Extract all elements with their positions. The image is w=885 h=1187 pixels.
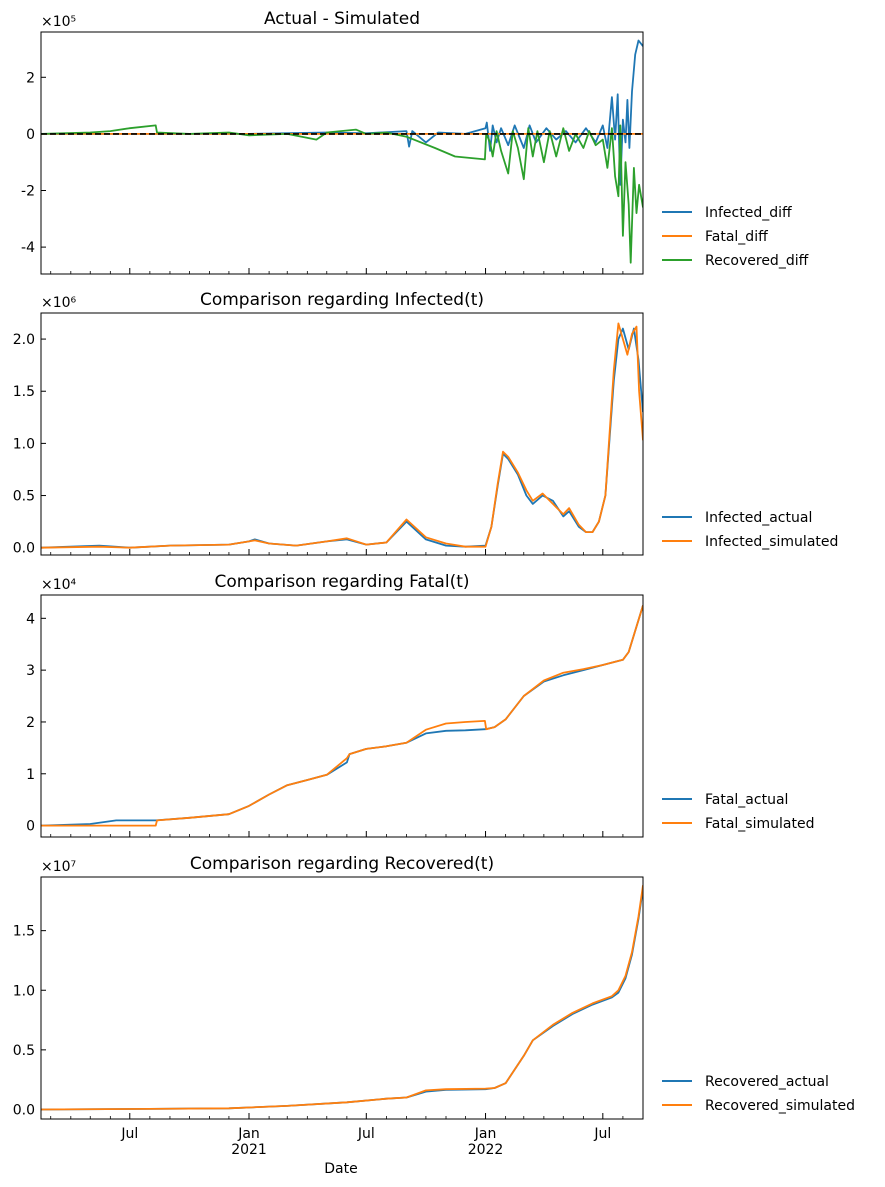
panel-title: Actual - Simulated xyxy=(264,9,420,29)
axes-frame xyxy=(40,876,644,1120)
y-tick-label: 2 xyxy=(26,715,35,731)
axes-frame xyxy=(40,594,644,838)
axes-frame xyxy=(40,31,644,275)
y-tick-label: 1.0 xyxy=(13,436,35,452)
legend-label: Fatal_actual xyxy=(705,792,788,808)
series-lines xyxy=(41,605,643,827)
legend-label: Recovered_simulated xyxy=(705,1098,855,1114)
y-tick-label: 1 xyxy=(26,767,35,783)
x-tick-label: Jan xyxy=(237,1126,260,1142)
legend-label: Recovered_diff xyxy=(705,253,809,269)
y-tick-label: 4 xyxy=(26,611,35,627)
y-multiplier-label: ×10⁷ xyxy=(41,859,76,875)
legend-label: Fatal_diff xyxy=(705,229,768,245)
series-line-infected-diff xyxy=(41,39,643,186)
y-multiplier-label: ×10⁴ xyxy=(41,577,77,593)
legend-label: Recovered_actual xyxy=(705,1074,829,1090)
x-tick-label: 2022 xyxy=(468,1142,504,1158)
y-tick-label: -4 xyxy=(21,240,35,256)
chart-panel-3: Comparison regarding Fatal(t) ×10⁴ 0 1 2 3 4 Fa… xyxy=(26,572,814,838)
series-line-fatal-actual xyxy=(41,605,643,827)
chart-panel-4: Comparison regarding Recovered(t) ×10⁷ 0.0… xyxy=(13,854,855,1158)
y-tick-label: 0.5 xyxy=(13,489,35,505)
y-tick-label: -2 xyxy=(21,184,35,200)
series-line-recovered-diff xyxy=(41,124,643,264)
legend-label: Fatal_simulated xyxy=(705,816,814,832)
x-axis-label: Date xyxy=(324,1161,357,1177)
series-lines xyxy=(41,39,643,264)
y-tick-label: 0.0 xyxy=(13,1102,35,1118)
panel-title: Comparison regarding Recovered(t) xyxy=(190,854,494,874)
series-lines xyxy=(41,322,643,549)
panel-title: Comparison regarding Infected(t) xyxy=(200,290,484,310)
y-tick-label: 1.0 xyxy=(13,983,35,999)
series-line-recovered-actual xyxy=(41,888,643,1111)
series-line-infected-simulated xyxy=(41,322,643,549)
x-tick-label: 2021 xyxy=(231,1142,267,1158)
chart-panels: Actual - Simulated ×10⁵ -4 -2 0 2 Infected_dif… xyxy=(13,9,855,1158)
x-tick-label: Jul xyxy=(593,1126,611,1142)
legend: Infected_actual Infected_simulated xyxy=(662,510,838,550)
legend: Recovered_actual Recovered_simulated xyxy=(662,1074,855,1114)
legend-label: Infected_diff xyxy=(705,205,792,221)
legend: Fatal_actual Fatal_simulated xyxy=(662,792,814,832)
chart-panel-2: Comparison regarding Infected(t) ×10⁶ 0.0 0… xyxy=(13,290,839,557)
y-tick-label: 3 xyxy=(26,663,35,679)
y-tick-label: 0 xyxy=(26,819,35,835)
axes-frame xyxy=(40,312,644,556)
series-line-infected-actual xyxy=(41,327,643,549)
y-tick-label: 2 xyxy=(26,70,35,86)
series-line-fatal-simulated xyxy=(41,605,643,827)
series-lines xyxy=(41,885,643,1111)
x-tick-label: Jul xyxy=(120,1126,138,1142)
y-tick-label: 1.5 xyxy=(13,384,35,400)
y-multiplier-label: ×10⁵ xyxy=(41,14,76,30)
y-tick-label: 2.0 xyxy=(13,332,35,348)
x-tick-label: Jul xyxy=(357,1126,375,1142)
y-tick-label: 0 xyxy=(26,127,35,143)
panel-title: Comparison regarding Fatal(t) xyxy=(214,572,469,592)
chart-panel-1: Actual - Simulated ×10⁵ -4 -2 0 2 Infected_dif… xyxy=(21,9,809,275)
y-multiplier-label: ×10⁶ xyxy=(41,295,77,311)
y-tick-label: 0.5 xyxy=(13,1043,35,1059)
series-line-recovered-simulated xyxy=(41,885,643,1111)
legend-label: Infected_simulated xyxy=(705,534,838,550)
x-tick-label: Jan xyxy=(474,1126,497,1142)
legend: Infected_diff Fatal_diff Recovered_diff xyxy=(662,205,809,269)
y-tick-label: 0.0 xyxy=(13,541,35,557)
y-tick-label: 1.5 xyxy=(13,924,35,940)
legend-label: Infected_actual xyxy=(705,510,812,526)
